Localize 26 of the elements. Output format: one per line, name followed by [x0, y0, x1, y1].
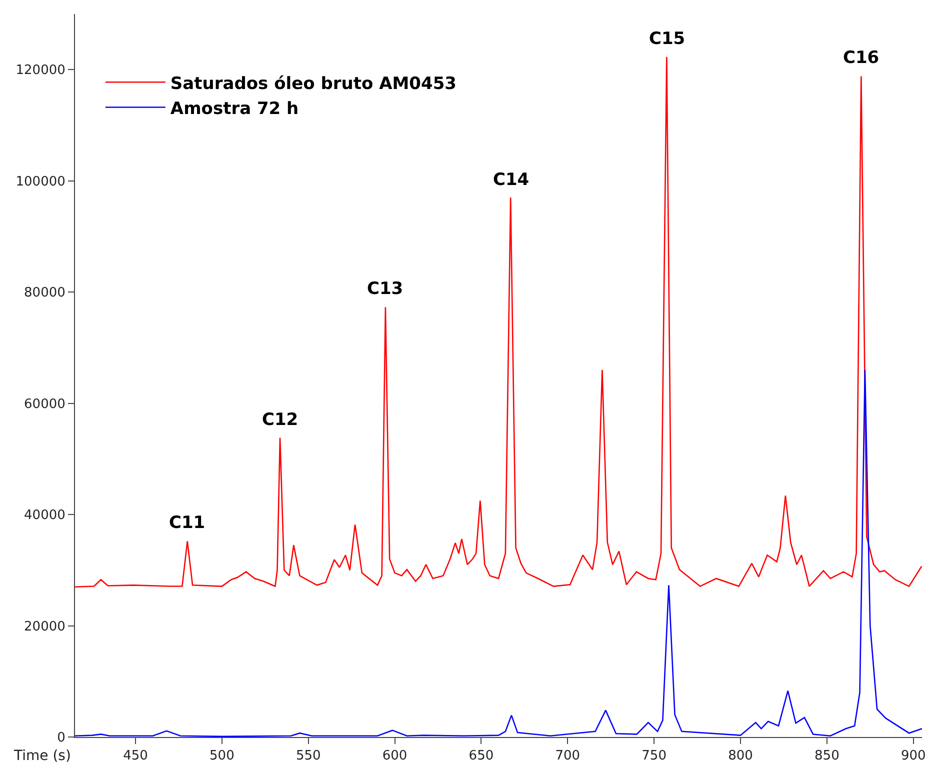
- x-tick-label: 800: [728, 748, 753, 764]
- annotation: C16: [843, 48, 880, 68]
- x-tick-label: 500: [210, 748, 234, 764]
- annotation: C15: [649, 29, 686, 49]
- annotation: C12: [262, 410, 298, 430]
- y-tick-label: 120000: [16, 63, 66, 78]
- x-tick-label: 900: [900, 748, 926, 764]
- x-tick-label: 550: [296, 748, 321, 764]
- y-tick-label: 40000: [24, 508, 66, 524]
- x-tick-label: 850: [814, 748, 840, 764]
- x-tick-label: 750: [642, 748, 666, 764]
- x-tick-label: 700: [555, 748, 580, 764]
- y-tick-label: 100000: [16, 174, 66, 190]
- x-tick-label: 650: [468, 748, 494, 764]
- x-tick-label: 450: [123, 748, 148, 764]
- annotation: C11: [169, 513, 206, 533]
- y-tick-label: 60000: [24, 396, 66, 412]
- y-tick-label: 0: [57, 730, 66, 746]
- annotation: C14: [493, 170, 530, 190]
- x-axis-title: Time (s): [13, 748, 71, 764]
- annotation: C13: [367, 279, 404, 299]
- y-tick-label: 20000: [24, 619, 66, 634]
- y-tick-label: 80000: [24, 286, 66, 301]
- legend-label: Saturados óleo bruto AM0453: [170, 74, 457, 94]
- x-tick-label: 600: [382, 748, 408, 764]
- legend-label: Amostra 72 h: [170, 98, 299, 119]
